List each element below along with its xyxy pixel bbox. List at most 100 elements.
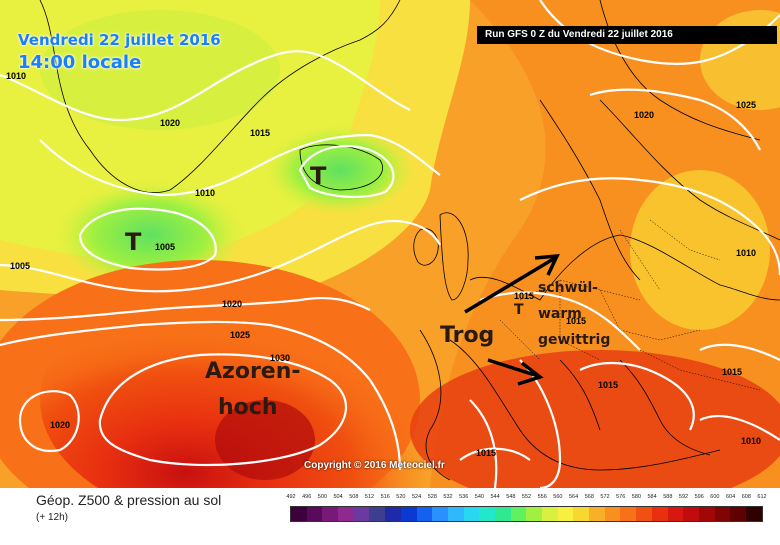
color-swatch xyxy=(291,507,307,521)
valid-date-label: Vendredi 22 juillet 2016 xyxy=(18,31,221,49)
color-swatch xyxy=(714,507,731,521)
isobar-label: 1005 xyxy=(155,242,175,252)
color-swatch xyxy=(400,507,417,521)
color-scale-tick: 508 xyxy=(349,494,359,500)
color-swatch xyxy=(322,507,339,521)
color-scale-tick: 612 xyxy=(757,494,767,500)
color-swatch xyxy=(683,507,699,521)
color-scale-tick: 576 xyxy=(616,494,626,500)
color-swatch xyxy=(479,507,495,521)
isobar-label: 1015 xyxy=(476,448,496,458)
low-marker-iceland: T xyxy=(310,162,327,190)
color-scale-tick: 560 xyxy=(553,494,563,500)
weather-map: 1010 1020 1015 1010 1005 1005 1020 1025 … xyxy=(0,0,780,488)
annotations: T T Azoren- hoch Trog schwül- warm gewit… xyxy=(125,162,610,420)
color-scale-tick: 588 xyxy=(663,494,673,500)
color-scale-tick: 596 xyxy=(694,494,704,500)
isobar-label: 1010 xyxy=(741,436,761,446)
color-scale-tick: 520 xyxy=(396,494,406,500)
color-scale-tick: 516 xyxy=(380,494,390,500)
color-scale-tick: 544 xyxy=(490,494,500,500)
color-scale-tick: 492 xyxy=(286,494,296,500)
color-swatch xyxy=(698,507,715,521)
isobar-label: 1015 xyxy=(722,367,742,377)
color-swatch xyxy=(463,507,480,521)
color-swatch xyxy=(589,507,605,521)
isobar-label: 1020 xyxy=(50,420,70,430)
color-scale-tick: 592 xyxy=(678,494,689,500)
color-swatch xyxy=(510,507,527,521)
trough-label: Trog xyxy=(440,323,494,348)
field-green-low-iceland xyxy=(265,125,415,215)
color-scale-tick: 568 xyxy=(584,494,594,500)
arrow-east xyxy=(487,358,544,386)
color-swatch xyxy=(620,507,637,521)
weather-label-line1: schwül- xyxy=(538,280,598,296)
isobar-label: 1015 xyxy=(598,380,618,390)
color-scale-tick: 572 xyxy=(600,494,610,500)
isobar-label: 1010 xyxy=(736,248,756,258)
valid-time-label: 14:00 locale xyxy=(18,52,142,73)
weather-label-line3: gewittrig xyxy=(538,332,610,348)
color-swatch xyxy=(306,507,323,521)
isobar-label: 1010 xyxy=(195,188,215,198)
isobar-label: 1025 xyxy=(230,330,250,340)
run-banner: Run GFS 0 Z du Vendredi 22 juillet 2016 xyxy=(477,26,777,44)
field-red-south xyxy=(410,350,780,488)
color-scale-tick: 528 xyxy=(427,494,437,500)
footer-title: Géop. Z500 & pression au sol xyxy=(36,492,222,508)
color-swatch xyxy=(432,507,448,521)
isobar-label: 1020 xyxy=(160,118,180,128)
color-scale-tick: 532 xyxy=(443,494,453,500)
color-scale-tick: 564 xyxy=(569,494,579,500)
color-scale-tick: 504 xyxy=(333,494,343,500)
color-scale-tick: 536 xyxy=(459,494,469,500)
color-swatch xyxy=(526,507,542,521)
color-scale-tick: 512 xyxy=(364,494,375,500)
isobar-label: 1005 xyxy=(10,261,30,271)
color-swatch xyxy=(745,507,762,521)
isobar-label: 1015 xyxy=(566,316,586,326)
high-label-line2: hoch xyxy=(218,395,277,420)
color-swatch xyxy=(385,507,401,521)
color-scale-tick: 584 xyxy=(647,494,657,500)
field-dark-core xyxy=(215,400,315,480)
color-swatch xyxy=(730,507,746,521)
high-label-line1: Azoren- xyxy=(205,359,301,384)
color-swatch xyxy=(636,507,652,521)
color-swatch xyxy=(338,507,354,521)
low-marker-west: T xyxy=(125,228,142,256)
color-scale-ticks: 492 496 500 504 508 512 516 520 524 528 532 536 540 5… xyxy=(286,494,766,504)
isobar-label: 1020 xyxy=(222,299,242,309)
color-swatch xyxy=(651,507,668,521)
arrow-northeast xyxy=(464,253,560,314)
color-scale-tick: 552 xyxy=(521,494,532,500)
color-swatch xyxy=(494,507,511,521)
isobar-label: 1030 xyxy=(270,353,290,363)
isobar-label: 1010 xyxy=(6,71,26,81)
color-scale-tick: 540 xyxy=(474,494,484,500)
color-swatch xyxy=(369,507,386,521)
color-swatch xyxy=(557,507,574,521)
isobar-label: 1015 xyxy=(250,128,270,138)
color-scale-tick: 496 xyxy=(302,494,312,500)
field-green-north xyxy=(40,10,280,130)
color-scale-tick: 556 xyxy=(537,494,547,500)
color-swatch xyxy=(353,507,370,521)
color-scale-tick: 524 xyxy=(412,494,422,500)
isobar-label: 1020 xyxy=(634,110,654,120)
color-scale-tick: 604 xyxy=(726,494,736,500)
color-swatch xyxy=(416,507,433,521)
footer: Géop. Z500 & pression au sol (+ 12h) 492… xyxy=(0,488,780,545)
color-scale-tick: 608 xyxy=(741,494,751,500)
country-borders xyxy=(499,219,761,391)
trough-small-marker: T xyxy=(514,302,524,318)
color-scale-tick: 500 xyxy=(317,494,327,500)
weather-label-line2: warm xyxy=(538,306,582,322)
footer-subtitle: (+ 12h) xyxy=(36,512,68,523)
color-scale-tick: 600 xyxy=(710,494,720,500)
color-scale-swatches xyxy=(290,506,763,522)
color-scale-tick: 580 xyxy=(631,494,641,500)
isobar-labels: 1010 1020 1015 1010 1005 1005 1020 1025 … xyxy=(6,71,761,458)
color-swatch xyxy=(542,507,558,521)
